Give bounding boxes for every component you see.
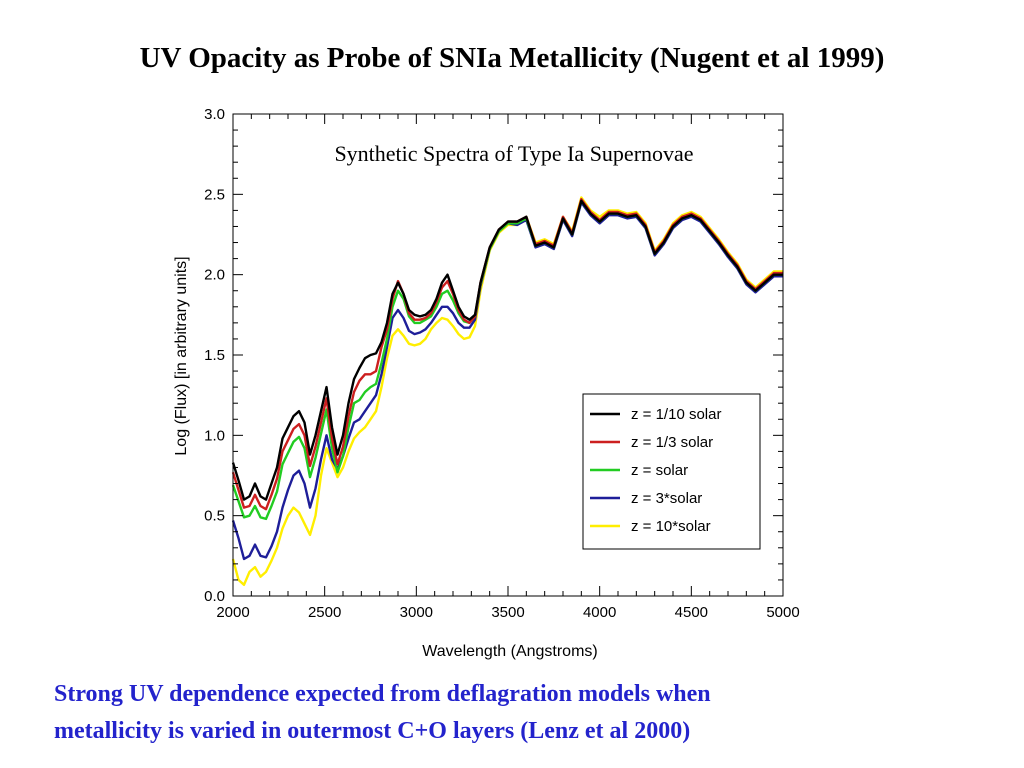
legend-label-2: z = 1/3 solar [631,434,713,451]
caption-line-1: Strong UV dependence expected from defla… [54,676,1004,713]
x-tick-label: 4000 [583,604,616,621]
y-tick-label: 2.0 [204,267,225,284]
caption-line-2: metallicity is varied in outermost C+O l… [54,713,1004,750]
x-tick-label: 3000 [400,604,433,621]
x-tick-label: 3500 [491,604,524,621]
x-axis-label: Wavelength (Angstroms) [422,643,597,660]
y-tick-label: 1.5 [204,347,225,364]
y-tick-label: 0.5 [204,508,225,525]
x-tick-label: 4500 [675,604,708,621]
y-tick-label: 2.5 [204,186,225,203]
x-tick-label: 2500 [308,604,341,621]
legend-label-1: z = 1/10 solar [631,406,721,423]
legend-label-3: z = solar [631,462,688,479]
y-tick-label: 0.0 [204,588,225,605]
y-axis-label: Log (Flux) [in arbitrary units] [173,256,190,455]
x-tick-label: 2000 [216,604,249,621]
legend-label-5: z = 10*solar [631,518,711,535]
spectra-chart: 2000 2500 3000 3500 4000 4500 5000 0.0 0.5 1.0 1.5… [0,0,1024,768]
legend-label-4: z = 3*solar [631,490,702,507]
slide-caption: Strong UV dependence expected from defla… [54,676,1004,750]
legend: z = 1/10 solar z = 1/3 solar z = solar z = … [583,394,760,549]
chart-title: Synthetic Spectra of Type Ia Supernovae [334,141,693,166]
x-tick-label: 5000 [766,604,799,621]
y-tick-label: 1.0 [204,427,225,444]
y-tick-label: 3.0 [204,106,225,123]
